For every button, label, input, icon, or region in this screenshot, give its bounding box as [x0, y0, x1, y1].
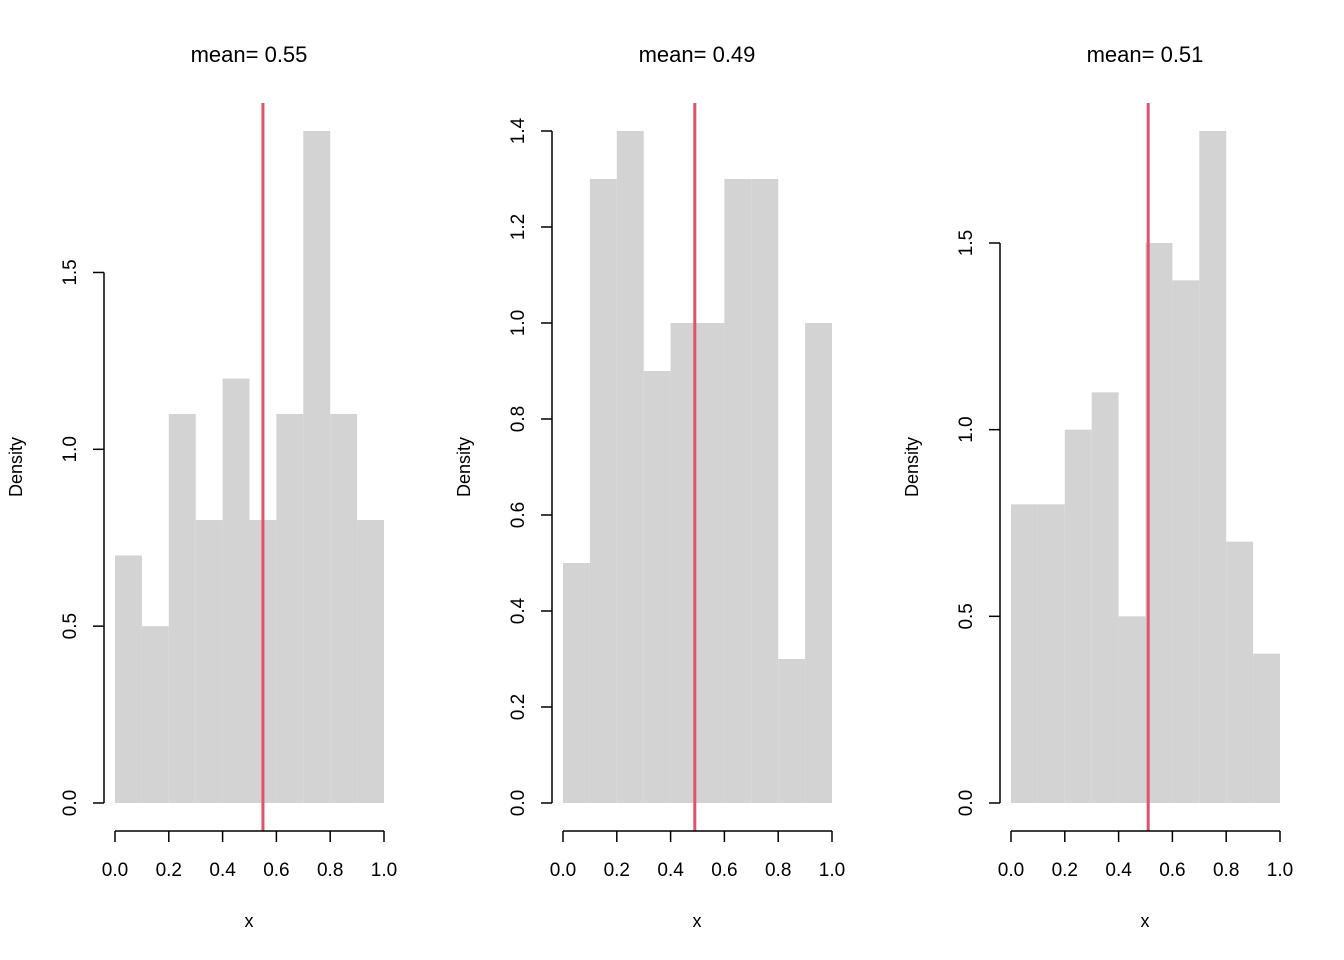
histogram-panel-1: 0.0 0.2 0.4 0.6 0.8 1.0 0.0 0.5 1.0 1.5 mean= 0.55…	[6, 42, 397, 931]
histogram-bar	[1253, 653, 1280, 803]
x-tick-label: 0.2	[1052, 860, 1078, 881]
panel-title: mean= 0.49	[639, 42, 756, 67]
x-tick-label: 0.6	[263, 860, 289, 881]
histogram-bar	[115, 555, 142, 803]
y-tick-label: 1.5	[956, 230, 977, 256]
y-tick-label: 1.5	[60, 259, 81, 285]
x-tick-label: 0.4	[209, 860, 236, 881]
panel-title: mean= 0.51	[1087, 42, 1204, 67]
histogram-bar	[1064, 429, 1092, 803]
x-axis-label: x	[1141, 911, 1150, 931]
x-axis-label: x	[245, 911, 254, 931]
x-tick-label: 0.8	[1213, 860, 1239, 881]
y-tick-label: 1.0	[60, 436, 81, 462]
histogram-bar	[330, 413, 358, 803]
y-tick-label: 0.5	[956, 603, 977, 629]
y-tick-label: 0.5	[60, 613, 81, 639]
histogram-bar	[1145, 243, 1173, 803]
histogram-panel-3: 0.0 0.2 0.4 0.6 0.8 1.0 0.0 0.5 1.0 1.5 mean= 0.51…	[902, 42, 1293, 931]
y-tick-label: 1.0	[508, 310, 529, 336]
histogram-bar	[1118, 616, 1146, 803]
y-tick-label: 1.2	[508, 214, 529, 240]
x-tick-label: 0.0	[550, 860, 576, 881]
x-tick-label: 1.0	[371, 860, 397, 881]
x-tick-label: 0.2	[604, 860, 630, 881]
x-tick-label: 0.4	[657, 860, 684, 881]
x-tick-label: 0.6	[1159, 860, 1185, 881]
x-tick-label: 0.6	[711, 860, 737, 881]
y-tick-label: 0.0	[956, 790, 977, 816]
histogram-bar	[805, 323, 832, 803]
histogram-bar	[670, 323, 698, 803]
histogram-bar	[616, 131, 644, 803]
y-tick-label: 0.6	[508, 502, 529, 528]
histogram-bar	[751, 179, 779, 803]
histogram-bar	[303, 131, 331, 803]
histogram-bar	[697, 323, 725, 803]
y-axis-label: Density	[454, 437, 474, 497]
x-axis-label: x	[693, 911, 702, 931]
histogram-bar	[563, 563, 590, 803]
histogram-bar	[195, 520, 223, 803]
histogram-bar	[222, 378, 250, 803]
histogram-bar	[1199, 131, 1227, 803]
x-tick-label: 0.0	[102, 860, 128, 881]
panel-title: mean= 0.55	[191, 42, 308, 67]
y-tick-label: 0.0	[508, 790, 529, 816]
x-tick-label: 0.0	[998, 860, 1024, 881]
x-tick-label: 0.8	[765, 860, 791, 881]
y-tick-label: 1.4	[508, 117, 529, 144]
histogram-bar	[141, 626, 169, 803]
histogram-bar	[1226, 541, 1254, 803]
y-tick-label: 0.8	[508, 406, 529, 432]
histogram-bar	[643, 371, 671, 803]
x-tick-label: 0.2	[156, 860, 182, 881]
y-axis-label: Density	[6, 437, 26, 497]
y-tick-label: 1.0	[956, 416, 977, 442]
histogram-bar	[1011, 504, 1038, 803]
histogram-panel-2: 0.0 0.2 0.4 0.6 0.8 1.0 0.0 0.2 0.4 0.6 0.8 1.0 1.2 1…	[454, 42, 845, 931]
histogram-bar	[276, 413, 304, 803]
histogram-bar	[357, 520, 384, 803]
histogram-bar	[1172, 280, 1200, 803]
x-tick-label: 0.8	[317, 860, 343, 881]
histogram-bar	[724, 179, 752, 803]
histogram-bar	[1037, 504, 1065, 803]
x-tick-label: 1.0	[1267, 860, 1293, 881]
y-tick-label: 0.4	[508, 597, 529, 624]
histogram-bar	[168, 413, 196, 803]
histogram-bar	[778, 659, 806, 803]
histogram-bar	[1091, 392, 1119, 803]
histogram-bar	[589, 179, 617, 803]
x-tick-label: 0.4	[1105, 860, 1132, 881]
y-axis-label: Density	[902, 437, 922, 497]
y-tick-label: 0.0	[60, 790, 81, 816]
x-tick-label: 1.0	[819, 860, 845, 881]
y-tick-label: 0.2	[508, 694, 529, 720]
